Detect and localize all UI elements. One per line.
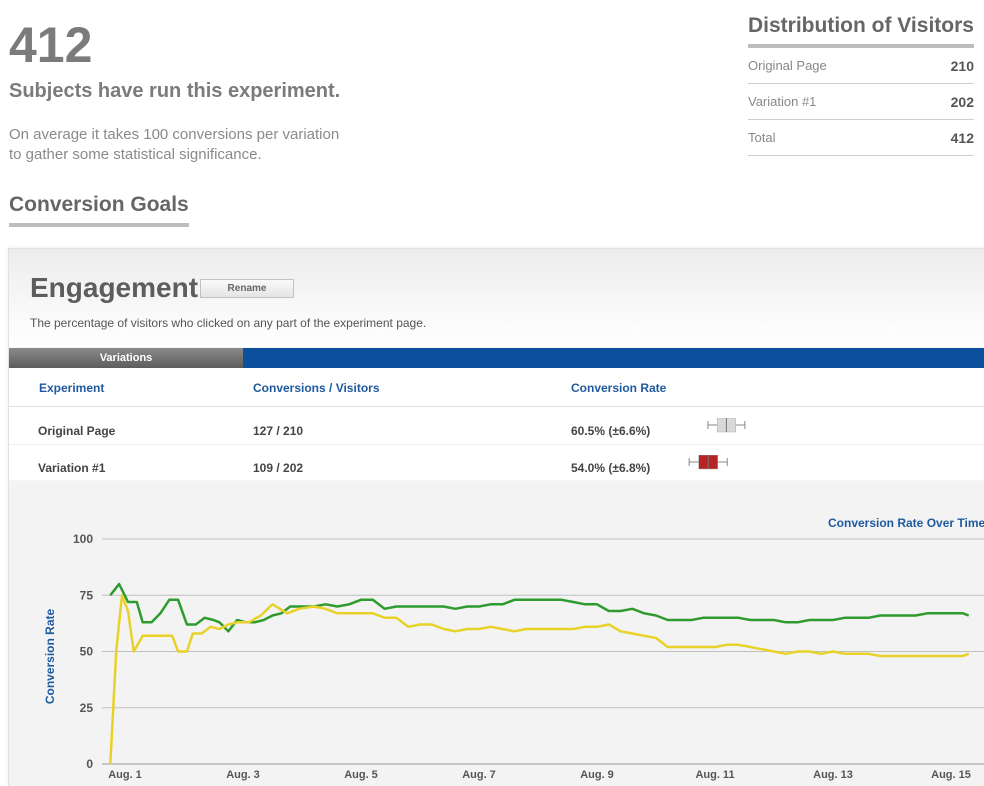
average-note: On average it takes 100 conversions per … bbox=[9, 125, 389, 165]
rename-button[interactable]: Rename bbox=[200, 279, 294, 298]
goal-description: The percentage of visitors who clicked o… bbox=[30, 316, 427, 330]
row-name[interactable]: Variation #1 bbox=[38, 461, 106, 475]
x-tick-label: Aug. 1 bbox=[108, 769, 142, 781]
goal-title: Engagement bbox=[30, 272, 199, 303]
goal-header: Engagement Rename The percentage of visi… bbox=[9, 249, 984, 347]
average-note-line2: to gather some statistical significance. bbox=[9, 146, 262, 163]
chart-canvas: 0 25 50 75 100 Aug. 1 Aug. 3 Aug. 5 Aug. 7 Aug. 9… bbox=[43, 532, 984, 781]
conversion-chart: Conversion Rate Over Time 0 25 50 75 100 Aug.… bbox=[9, 481, 984, 786]
table-header-divider bbox=[9, 406, 984, 407]
visitor-distribution: Distribution of Visitors Original Page 2… bbox=[748, 14, 974, 156]
column-header-experiment[interactable]: Experiment bbox=[39, 381, 105, 395]
column-header-conversions[interactable]: Conversions / Visitors bbox=[253, 381, 380, 395]
series-line-original[interactable] bbox=[109, 582, 970, 633]
y-tick-label: 25 bbox=[80, 701, 94, 715]
x-tick-label: Aug. 3 bbox=[226, 769, 260, 781]
row-conversions: 109 / 202 bbox=[253, 461, 304, 475]
row-rate: 60.5% (±6.6%) bbox=[571, 424, 651, 438]
distribution-value: 210 bbox=[950, 57, 974, 74]
x-tick-label: Aug. 13 bbox=[813, 769, 853, 781]
chart-title: Conversion Rate Over Time bbox=[828, 516, 984, 530]
column-header-rate[interactable]: Conversion Rate bbox=[571, 381, 667, 395]
row-name[interactable]: Original Page bbox=[38, 424, 116, 438]
subjects-text: Subjects have run this experiment. bbox=[9, 80, 341, 102]
x-tick-label: Aug. 7 bbox=[462, 769, 496, 781]
distribution-value: 202 bbox=[950, 93, 974, 110]
rate-interval-plot bbox=[688, 455, 728, 470]
distribution-label: Total bbox=[748, 130, 776, 145]
y-axis-label: Conversion Rate bbox=[43, 608, 57, 704]
rate-interval-plot bbox=[707, 418, 746, 433]
x-tick-label: Aug. 15 bbox=[931, 769, 971, 781]
distribution-row-original: Original Page 210 bbox=[748, 48, 974, 84]
distribution-row-variation: Variation #1 202 bbox=[748, 84, 974, 120]
y-tick-label: 50 bbox=[80, 645, 94, 659]
tab-bar: Variations bbox=[9, 348, 984, 368]
y-tick-label: 0 bbox=[86, 757, 93, 771]
y-tick-label: 75 bbox=[80, 588, 94, 602]
subject-count: 412 bbox=[9, 17, 93, 73]
table-row[interactable]: Original Page 127 / 210 60.5% (±6.6%) bbox=[9, 407, 984, 445]
distribution-row-total: Total 412 bbox=[748, 120, 974, 156]
table-row[interactable]: Variation #1 109 / 202 54.0% (±6.8%) bbox=[9, 444, 984, 482]
distribution-label: Variation #1 bbox=[748, 94, 817, 109]
distribution-value: 412 bbox=[950, 129, 974, 146]
variations-table: Experiment Conversions / Visitors Conver… bbox=[9, 368, 984, 482]
x-tick-label: Aug. 9 bbox=[580, 769, 614, 781]
conversion-goals-heading: Conversion Goals bbox=[9, 193, 189, 227]
row-rate: 54.0% (±6.8%) bbox=[571, 461, 651, 475]
distribution-title: Distribution of Visitors bbox=[748, 14, 974, 48]
goal-panel: Engagement Rename The percentage of visi… bbox=[8, 248, 984, 786]
tab-variations[interactable]: Variations bbox=[9, 348, 243, 368]
distribution-label: Original Page bbox=[748, 58, 827, 73]
average-note-line1: On average it takes 100 conversions per … bbox=[9, 126, 340, 143]
row-conversions: 127 / 210 bbox=[253, 424, 304, 438]
x-tick-label: Aug. 5 bbox=[344, 769, 378, 781]
x-tick-label: Aug. 11 bbox=[695, 769, 734, 781]
y-tick-label: 100 bbox=[73, 532, 93, 546]
series-line-variation[interactable] bbox=[109, 594, 970, 765]
